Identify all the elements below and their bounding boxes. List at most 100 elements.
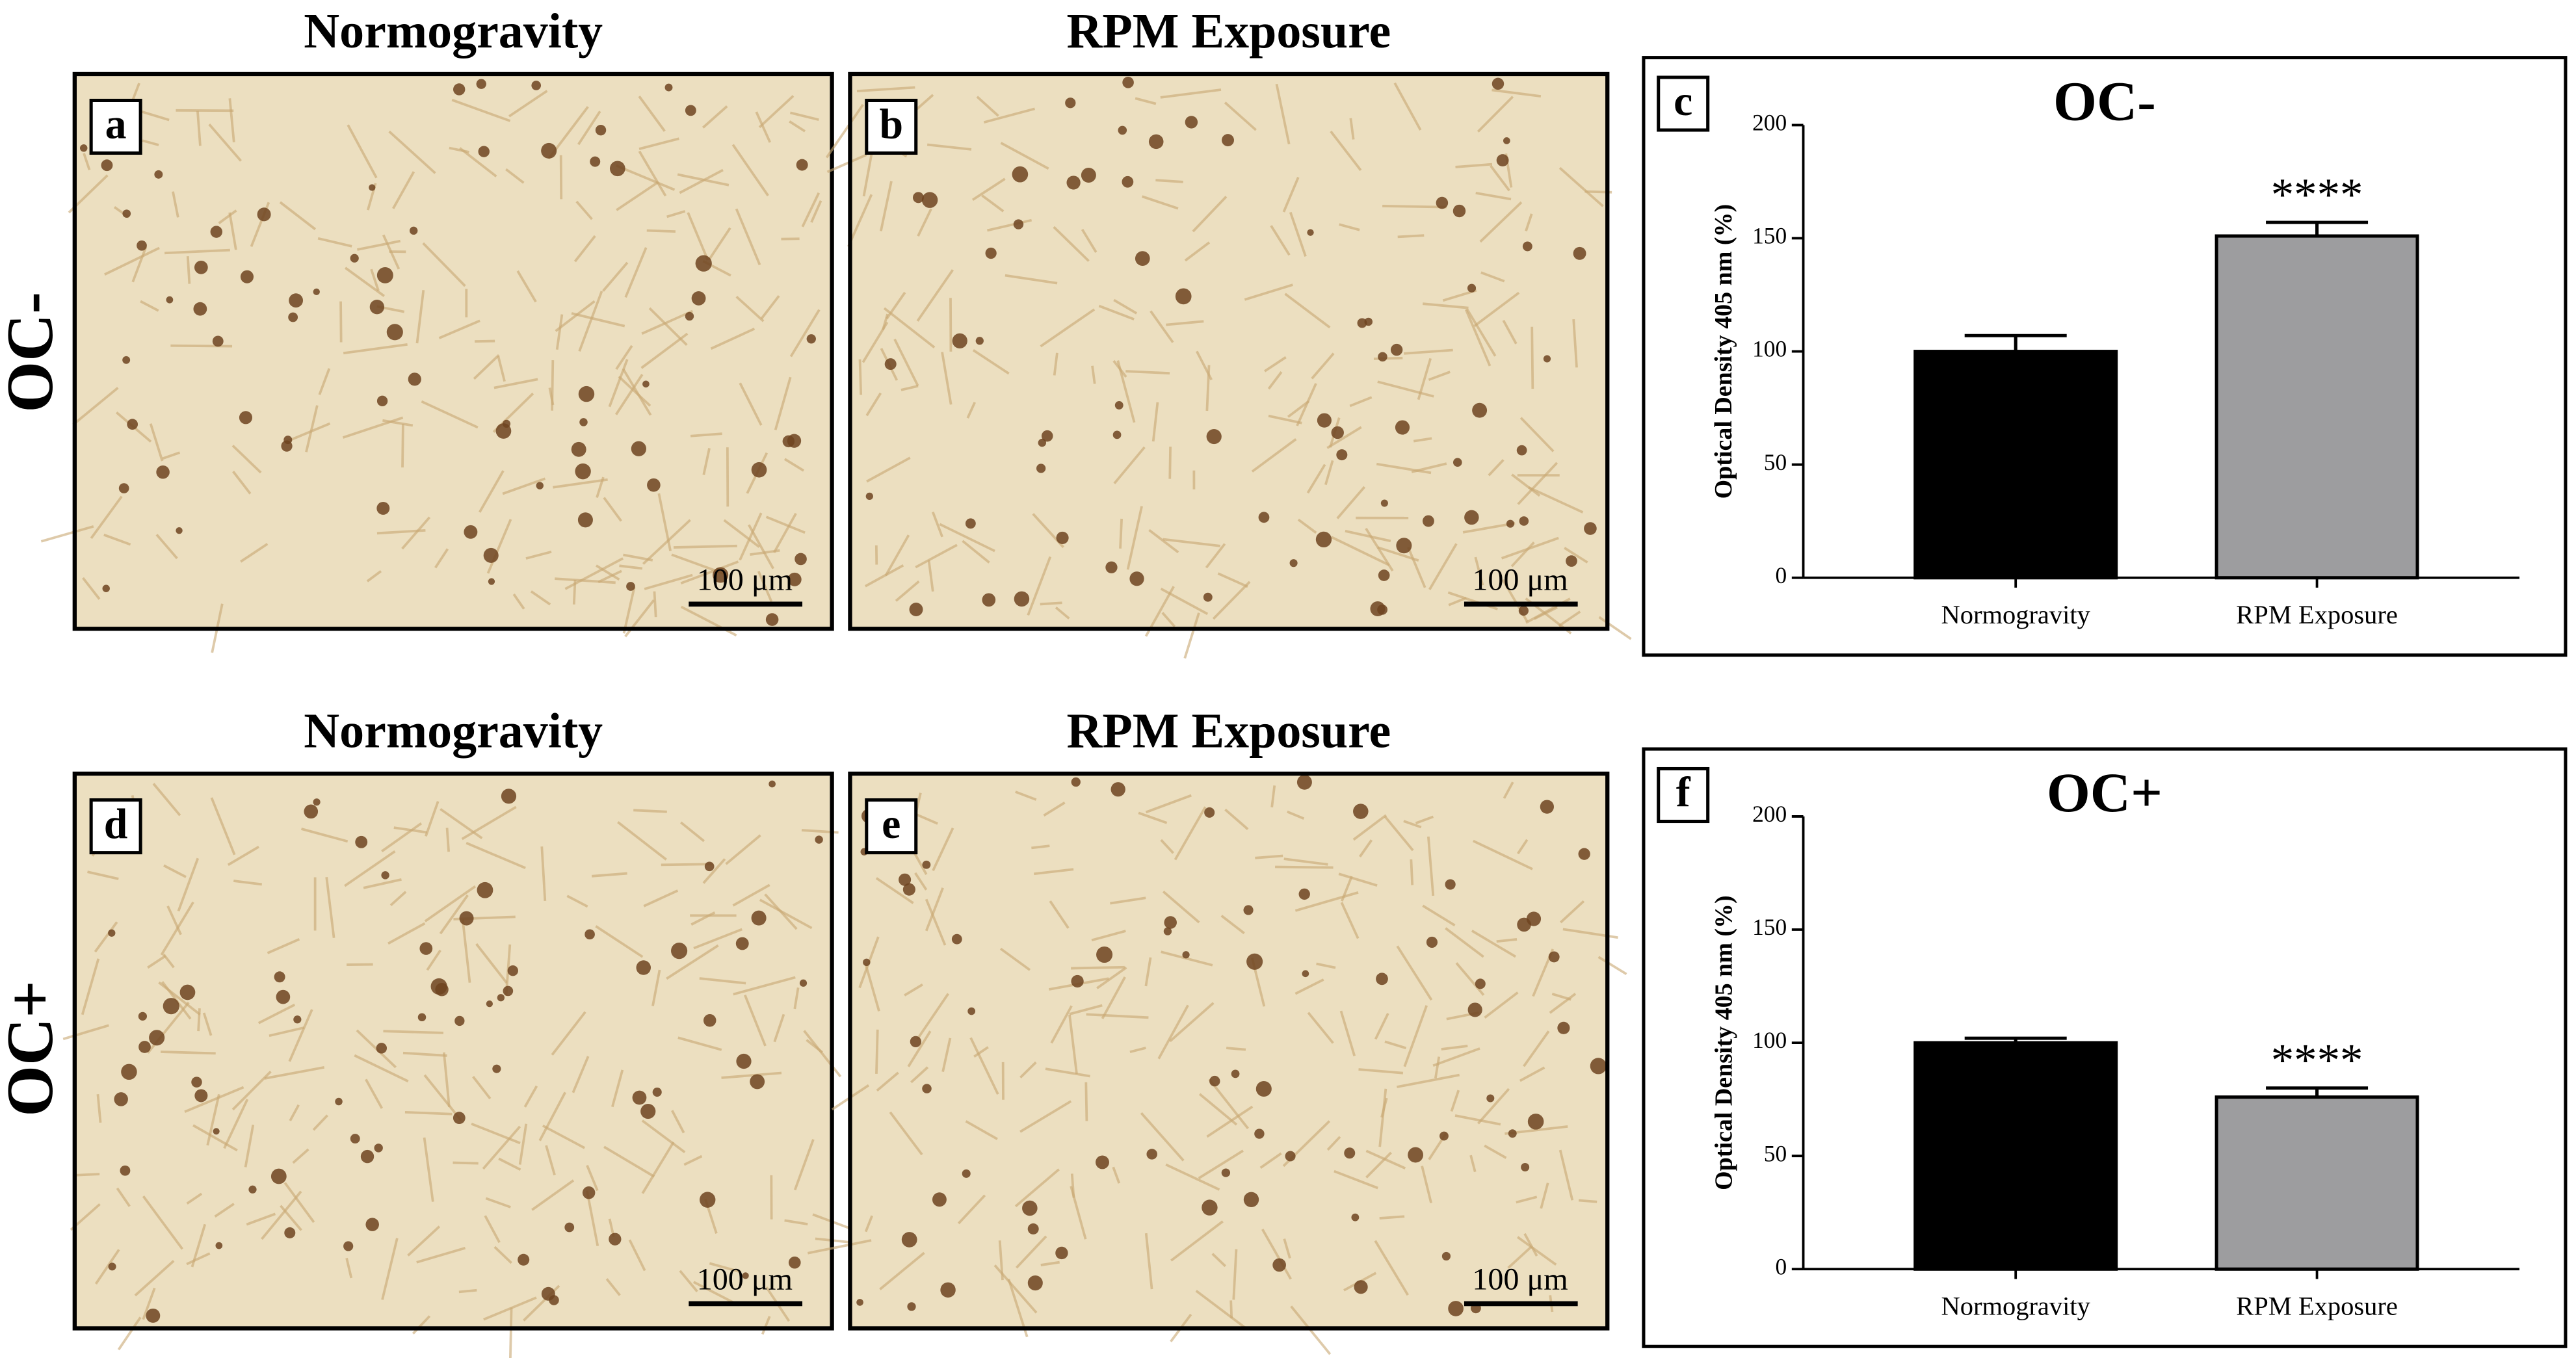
cell-streak xyxy=(1289,211,1307,257)
cell-nucleus xyxy=(1056,531,1069,544)
cell-streak xyxy=(1316,962,1336,969)
panel-letter: d xyxy=(104,800,128,848)
cell-streak xyxy=(702,105,728,129)
cell-nucleus xyxy=(664,83,673,92)
cell-nucleus xyxy=(376,1043,388,1054)
y-tick-label: 200 xyxy=(1752,801,1787,827)
cell-streak xyxy=(1040,308,1096,348)
cell-streak xyxy=(388,130,436,174)
cell-nucleus xyxy=(1096,1155,1109,1169)
cell-streak xyxy=(1455,962,1485,996)
cell-streak xyxy=(202,1012,213,1036)
cell-streak xyxy=(289,1104,300,1121)
cell-streak xyxy=(1516,1195,1538,1204)
cell-nucleus xyxy=(765,613,779,626)
cell-streak xyxy=(1384,815,1414,852)
cell-nucleus xyxy=(365,1218,379,1231)
y-axis-label: Optical Density 405 nm (%) xyxy=(1710,204,1737,499)
cell-streak xyxy=(540,846,547,902)
cell-nucleus xyxy=(1298,888,1310,900)
cell-streak xyxy=(653,591,657,618)
cell-streak xyxy=(392,171,415,209)
cell-nucleus xyxy=(194,260,208,274)
cell-streak xyxy=(402,1051,447,1057)
cell-nucleus xyxy=(788,1256,801,1269)
cell-streak xyxy=(847,194,873,248)
cell-nucleus xyxy=(1573,246,1586,260)
cell-nucleus xyxy=(122,209,131,218)
cell-streak xyxy=(317,237,352,248)
cell-nucleus xyxy=(907,1302,916,1311)
cell-nucleus xyxy=(137,240,147,251)
cell-nucleus xyxy=(240,270,254,283)
cell-streak xyxy=(1142,195,1179,210)
cell-streak xyxy=(475,339,495,343)
cell-streak xyxy=(702,858,726,884)
cell-streak xyxy=(498,1157,521,1171)
cell-streak xyxy=(709,1262,742,1273)
cell-streak xyxy=(886,291,906,320)
cell-streak xyxy=(1275,83,1291,145)
cell-streak xyxy=(603,1145,655,1178)
cell-nucleus xyxy=(1013,219,1024,229)
y-tick-label: 50 xyxy=(1764,1140,1787,1166)
cell-streak xyxy=(1503,781,1514,799)
cell-nucleus xyxy=(1222,134,1234,147)
y-tick-label: 200 xyxy=(1752,110,1787,136)
cell-streak xyxy=(1170,1220,1224,1262)
cell-nucleus xyxy=(579,418,588,426)
cell-streak xyxy=(856,86,915,92)
cell-streak xyxy=(1101,976,1126,1019)
cell-nucleus xyxy=(355,835,368,848)
cell-streak xyxy=(702,448,711,475)
cell-nucleus xyxy=(1439,1131,1449,1141)
column-title: Normogravity xyxy=(304,4,603,59)
cell-nucleus xyxy=(975,337,984,345)
cell-nucleus xyxy=(962,1169,971,1178)
cell-streak xyxy=(710,327,756,350)
cell-streak xyxy=(671,1110,685,1134)
cell-nucleus xyxy=(1496,154,1509,166)
cell-nucleus xyxy=(459,911,474,926)
cell-nucleus xyxy=(1231,1069,1240,1078)
cell-streak xyxy=(1324,460,1334,486)
cell-streak xyxy=(566,894,588,908)
cell-streak xyxy=(1027,556,1052,616)
cell-nucleus xyxy=(856,1299,863,1306)
cell-streak xyxy=(1311,352,1335,380)
cell-streak xyxy=(932,827,954,872)
cell-streak xyxy=(412,1315,431,1335)
cell-streak xyxy=(1244,283,1293,301)
y-tick-label: 100 xyxy=(1752,1027,1787,1053)
cell-streak xyxy=(1212,581,1251,620)
cell-streak xyxy=(244,1124,255,1168)
cell-streak xyxy=(673,544,737,549)
cell-streak xyxy=(624,247,648,298)
cell-streak xyxy=(907,1030,932,1067)
cell-streak xyxy=(343,343,408,355)
y-tick-label: 0 xyxy=(1776,1253,1787,1279)
cell-streak xyxy=(1161,950,1213,967)
cell-nucleus xyxy=(703,1013,716,1027)
cell-streak xyxy=(381,822,423,853)
cell-nucleus xyxy=(1289,559,1298,568)
cell-nucleus xyxy=(1246,953,1263,970)
cell-nucleus xyxy=(313,798,321,806)
cell-streak xyxy=(1208,1078,1249,1130)
cell-streak xyxy=(82,577,101,600)
cell-streak xyxy=(757,570,773,603)
cell-nucleus xyxy=(1472,402,1488,418)
cell-streak xyxy=(344,267,386,297)
cell-streak xyxy=(595,564,620,581)
cell-streak xyxy=(160,1051,216,1055)
cell-streak xyxy=(925,898,947,946)
cell-streak xyxy=(147,954,166,969)
x-tick-label: RPM Exposure xyxy=(2236,600,2398,629)
cell-nucleus xyxy=(1114,400,1124,410)
cell-nucleus xyxy=(417,1013,427,1022)
significance-annotation: **** xyxy=(2271,170,2363,220)
cell-nucleus xyxy=(1036,464,1046,473)
panel-letter: e xyxy=(882,800,900,848)
cell-nucleus xyxy=(1467,1002,1482,1017)
